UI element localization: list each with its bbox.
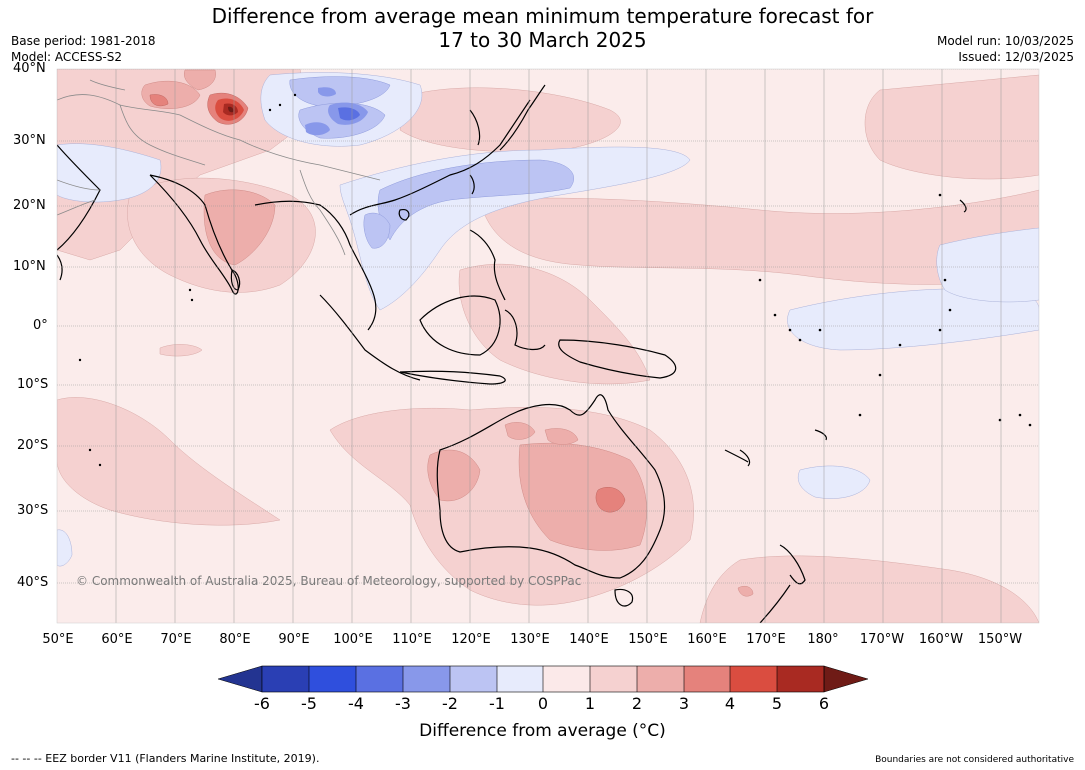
colorbar-arrow-left (217, 665, 263, 693)
colorbar-tick-label: -5 (301, 694, 317, 713)
lat-label: 30°S (17, 503, 49, 518)
coastlines (57, 84, 967, 623)
lon-label: 140°E (569, 632, 609, 647)
meta-left: Base period: 1981-2018 Model: ACCESS-S2 (11, 33, 156, 65)
lon-label: 170°E (746, 632, 786, 647)
colorbar-tick-label: 3 (678, 694, 690, 713)
anomaly-neg-2-4 (305, 87, 368, 136)
colorbar-tick-label: 5 (771, 694, 783, 713)
colorbar (217, 665, 869, 693)
lat-label: 10°N (13, 259, 46, 274)
lon-label: 130°E (510, 632, 550, 647)
lon-label: 170°W (859, 632, 905, 647)
lon-label: 180° (807, 632, 839, 647)
map-title: Difference from average mean minimum tem… (0, 4, 1085, 52)
colorbar-tick-label: -6 (254, 694, 270, 713)
colorbar-bin (637, 666, 684, 692)
lon-label: 120°E (451, 632, 491, 647)
lon-label: 80°E (219, 632, 251, 647)
colorbar-bin (450, 666, 497, 692)
colorbar-tick-label: -2 (442, 694, 458, 713)
title-line-2: 17 to 30 March 2025 (438, 28, 647, 52)
lon-label: 160°W (918, 632, 964, 647)
colorbar-bin (356, 666, 403, 692)
lon-label: 70°E (160, 632, 192, 647)
colorbar-arrow-right (823, 665, 869, 693)
lat-label: 40°S (17, 575, 49, 590)
colorbar-bin (777, 666, 824, 692)
colorbar-tick-label: -3 (395, 694, 411, 713)
island-dots (78, 93, 1032, 467)
lat-label: 40°N (13, 61, 46, 76)
boundaries-note: Boundaries are not considered authoritat… (875, 755, 1074, 765)
colorbar-tick-label: -1 (489, 694, 505, 713)
lon-label: 90°E (278, 632, 310, 647)
meta-right: Model run: 10/03/2025 Issued: 12/03/2025 (937, 33, 1074, 65)
colorbar-title: Difference from average (°C) (419, 721, 666, 741)
issued-date: Issued: 12/03/2025 (958, 50, 1074, 64)
lat-label: 20°S (17, 438, 49, 453)
colorbar-bin (309, 666, 356, 692)
model-run: Model run: 10/03/2025 (936, 34, 1074, 48)
colorbar-tick-label: -4 (348, 694, 364, 713)
colorbar-bin (684, 666, 730, 692)
model-name: Model: ACCESS-S2 (11, 50, 123, 64)
eez-note: -- -- -- EEZ border V11 (Flanders Marine… (11, 752, 320, 765)
colorbar-tick-label: 6 (818, 694, 830, 713)
title-line-1: Difference from average mean minimum tem… (211, 4, 874, 28)
anomaly-4-6 (215, 98, 244, 121)
colorbar-bin (730, 666, 777, 692)
lat-label: 20°N (13, 198, 46, 213)
lon-label: 160°E (687, 632, 727, 647)
colorbar-tick-label: 0 (537, 694, 549, 713)
lon-label: 110°E (392, 632, 432, 647)
lat-label: 0° (33, 318, 48, 333)
lon-label: 50°E (42, 632, 74, 647)
colorbar-bin (497, 666, 543, 692)
map-frame (56, 68, 1040, 624)
colorbar-bin (543, 666, 590, 692)
base-period: Base period: 1981-2018 (11, 34, 156, 48)
country-borders (57, 79, 381, 256)
lon-label: 100°E (333, 632, 373, 647)
lon-label: 150°E (628, 632, 668, 647)
colorbar-bin (403, 666, 450, 692)
colorbar-tick-label: 2 (631, 694, 643, 713)
copyright-notice: © Commonwealth of Australia 2025, Bureau… (76, 574, 582, 588)
colorbar-tick-label: 1 (584, 694, 596, 713)
lon-label: 150°W (977, 632, 1023, 647)
colorbar-bin (590, 666, 637, 692)
lon-label: 60°E (101, 632, 133, 647)
colorbar-tick-label: 4 (724, 694, 736, 713)
lat-label: 30°N (13, 133, 46, 148)
graticule (57, 69, 1039, 623)
colorbar-bin (262, 666, 309, 692)
lat-label: 10°S (17, 377, 49, 392)
